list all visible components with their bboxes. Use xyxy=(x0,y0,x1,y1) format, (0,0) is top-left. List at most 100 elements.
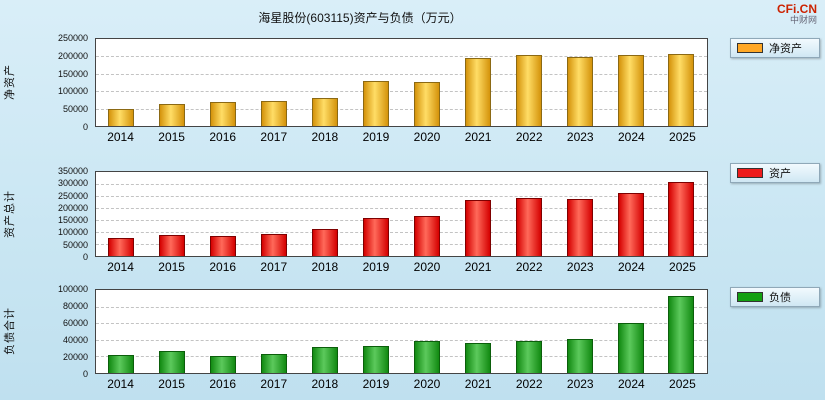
legend-swatch xyxy=(737,168,763,178)
y-tick-label: 200000 xyxy=(57,50,88,61)
bar-2023 xyxy=(566,199,593,256)
plot-area xyxy=(95,171,708,257)
bar-2024 xyxy=(617,55,644,126)
gridline xyxy=(96,244,707,245)
y-tick-label: 350000 xyxy=(57,166,88,176)
x-tick-label: 2017 xyxy=(260,130,288,144)
gridline xyxy=(96,73,707,75)
x-tick-label: 2019 xyxy=(362,377,390,391)
bar-2021 xyxy=(464,343,491,373)
y-tick-label: 0 xyxy=(82,122,88,132)
site-watermark: CFi.CN 中财网 xyxy=(777,2,817,26)
legend-total-assets: 资产 xyxy=(730,163,820,183)
gridline xyxy=(96,306,707,308)
bar-2016 xyxy=(210,356,237,373)
y-tick-label: 150000 xyxy=(57,68,88,79)
y-tick-label: 100000 xyxy=(57,284,88,294)
y-tick-label: 50000 xyxy=(62,104,88,115)
bar-2020 xyxy=(413,340,440,373)
gridline xyxy=(96,108,707,110)
gridline xyxy=(96,56,707,58)
x-axis-labels: 2014 2015 2016 2017 2018 2019 2020 2021 2022 2023… xyxy=(95,374,708,391)
y-tick-label: 0 xyxy=(82,369,88,379)
gridline xyxy=(96,323,707,325)
x-tick-label: 2015 xyxy=(158,260,185,274)
bar-2025 xyxy=(668,182,695,256)
x-tick-label: 2014 xyxy=(107,377,134,391)
bar-2016 xyxy=(210,102,237,126)
y-tick-label: 200000 xyxy=(57,202,88,213)
y-axis-ticks: 0 50000 100000 150000 200000 250000 xyxy=(38,33,92,132)
x-tick-label: 2025 xyxy=(669,130,696,144)
bar-2014 xyxy=(108,238,135,256)
bar-2020 xyxy=(413,82,440,126)
bar-2017 xyxy=(261,100,288,126)
page-title: 海星股份(603115)资产与负债（万元） xyxy=(258,11,462,25)
x-tick-label: 2022 xyxy=(515,130,543,144)
chart-net-assets: 净资产 0 50000 100000 150000 200000 250000 2014 2… xyxy=(0,33,825,144)
x-tick-label: 2014 xyxy=(107,260,134,274)
x-axis-labels: 2014 2015 2016 2017 2018 2019 2020 2021 2022 2023… xyxy=(95,257,708,274)
x-tick-label: 2019 xyxy=(362,130,390,144)
x-tick-label: 2020 xyxy=(413,377,441,391)
gridline xyxy=(96,356,707,358)
gridline xyxy=(96,339,707,341)
watermark-brand: CFi.CN xyxy=(777,2,817,16)
plot-area xyxy=(95,289,708,374)
y-axis-title: 负债合计 xyxy=(4,307,16,355)
x-tick-label: 2021 xyxy=(464,260,492,274)
y-tick-label: 250000 xyxy=(57,33,88,43)
chart-total-assets: 资产总计 0 50000 100000 150000 200000 250000 30000… xyxy=(0,163,825,274)
x-tick-label: 2021 xyxy=(464,377,492,391)
gridlines xyxy=(96,39,707,126)
x-tick-label: 2018 xyxy=(311,130,339,144)
bar-2023 xyxy=(566,338,593,373)
x-tick-label: 2014 xyxy=(107,130,134,144)
legend-label: 负债 xyxy=(769,292,791,304)
gridline xyxy=(96,91,707,93)
x-tick-label: 2018 xyxy=(311,377,339,391)
legend-swatch xyxy=(737,43,763,53)
x-tick-label: 2016 xyxy=(209,377,237,391)
bar-2020 xyxy=(413,216,440,256)
y-axis-ticks: 0 20000 40000 60000 80000 100000 xyxy=(38,284,92,379)
bar-2022 xyxy=(515,198,542,256)
x-tick-label: 2018 xyxy=(311,260,339,274)
gridline xyxy=(96,196,707,197)
y-tick-label: 250000 xyxy=(57,190,88,201)
x-tick-label: 2023 xyxy=(566,130,594,144)
x-tick-label: 2022 xyxy=(515,260,543,274)
x-tick-label: 2016 xyxy=(209,260,237,274)
legend-swatch xyxy=(737,292,763,302)
gridlines xyxy=(96,172,707,256)
y-tick-label: 100000 xyxy=(57,227,88,238)
x-tick-label: 2017 xyxy=(260,260,288,274)
bar-2019 xyxy=(362,217,389,256)
y-tick-label: 50000 xyxy=(62,239,88,250)
x-tick-label: 2016 xyxy=(209,130,237,144)
bar-2017 xyxy=(261,233,288,256)
bar-2015 xyxy=(159,104,186,126)
x-tick-label: 2017 xyxy=(260,377,288,391)
bar-series xyxy=(96,290,707,373)
y-tick-label: 40000 xyxy=(62,335,88,345)
bar-2024 xyxy=(617,192,644,256)
y-tick-label: 150000 xyxy=(57,215,88,226)
bar-2024 xyxy=(617,323,644,373)
bar-2014 xyxy=(108,109,135,126)
bar-2021 xyxy=(464,200,491,256)
bar-2018 xyxy=(312,228,339,256)
y-tick-label: 60000 xyxy=(62,318,88,328)
gridlines xyxy=(96,290,707,373)
bar-2022 xyxy=(515,340,542,373)
watermark-site-name: 中财网 xyxy=(789,15,817,26)
gridline xyxy=(96,208,707,209)
bar-2019 xyxy=(362,80,389,126)
chart-total-liabilities: 负债合计 0 20000 40000 60000 80000 100000 2014 201… xyxy=(0,284,825,391)
x-tick-label: 2023 xyxy=(566,260,594,274)
x-tick-label: 2015 xyxy=(158,377,185,391)
x-tick-label: 2023 xyxy=(566,377,594,391)
y-tick-label: 100000 xyxy=(57,86,88,97)
x-tick-label: 2022 xyxy=(515,377,543,391)
bar-2015 xyxy=(159,235,186,256)
